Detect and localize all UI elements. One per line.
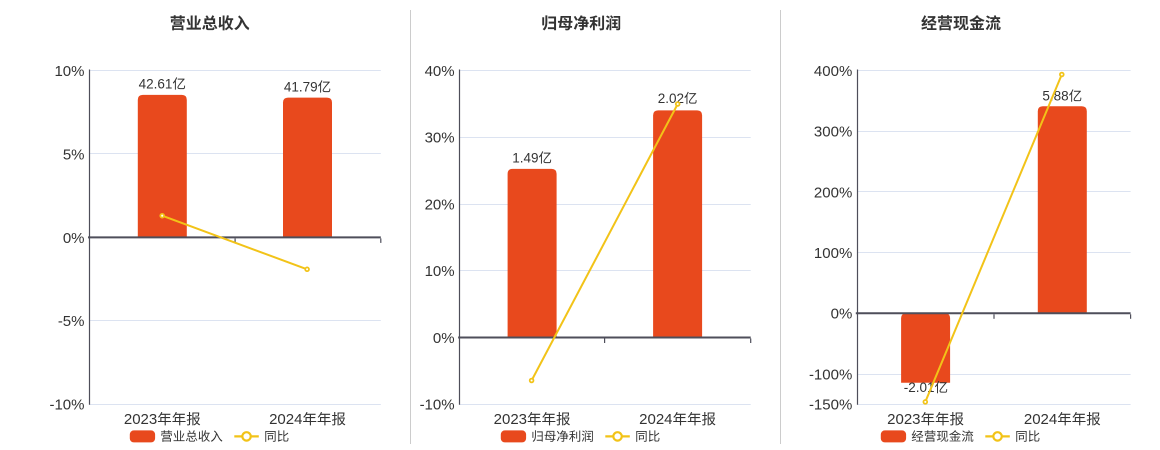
- svg-text:30%: 30%: [425, 130, 455, 147]
- svg-text:300%: 300%: [814, 124, 852, 141]
- svg-text:42.61: 42.61: [139, 77, 173, 92]
- svg-text:5%: 5%: [63, 146, 85, 163]
- svg-text:-10%: -10%: [420, 397, 455, 414]
- svg-text:20%: 20%: [425, 196, 455, 213]
- svg-text:200%: 200%: [814, 184, 852, 201]
- svg-text:-10%: -10%: [49, 397, 84, 414]
- svg-text:0%: 0%: [831, 306, 853, 323]
- svg-text:2023: 2023: [887, 411, 920, 428]
- svg-text:5.88: 5.88: [1042, 89, 1068, 104]
- svg-text:0%: 0%: [433, 330, 455, 347]
- svg-text:2023: 2023: [124, 411, 157, 428]
- svg-text:10%: 10%: [425, 263, 455, 280]
- svg-text:40%: 40%: [425, 63, 455, 80]
- svg-text:0%: 0%: [63, 230, 85, 247]
- svg-text:1.49: 1.49: [512, 151, 538, 166]
- svg-text:10%: 10%: [54, 63, 84, 80]
- svg-text:2024: 2024: [1024, 411, 1057, 428]
- svg-text:41.79: 41.79: [284, 80, 318, 95]
- svg-text:-150%: -150%: [809, 397, 852, 414]
- svg-text:-2.01: -2.01: [904, 380, 935, 395]
- svg-text:2024: 2024: [269, 411, 302, 428]
- svg-text:-5%: -5%: [58, 313, 85, 330]
- svg-text:2023: 2023: [494, 411, 527, 428]
- svg-text:100%: 100%: [814, 245, 852, 262]
- svg-text:2024: 2024: [639, 411, 672, 428]
- svg-text:-100%: -100%: [809, 366, 852, 383]
- svg-text:400%: 400%: [814, 63, 852, 80]
